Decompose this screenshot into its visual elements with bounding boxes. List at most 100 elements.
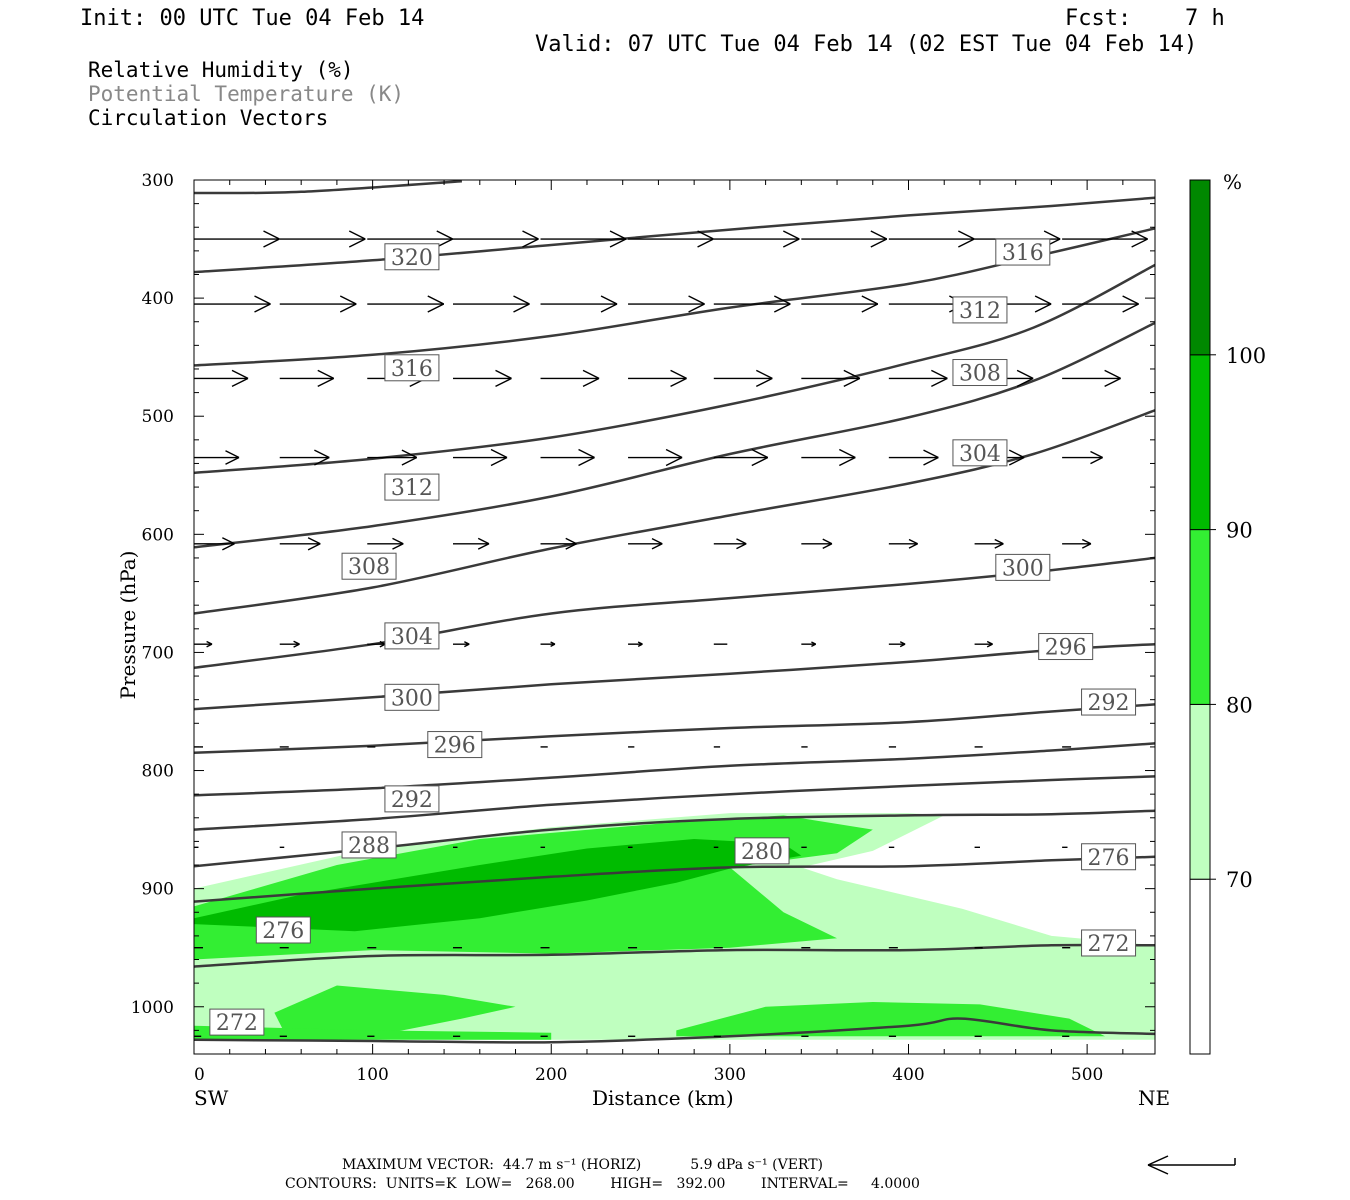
circulation-vector xyxy=(801,641,817,647)
plot-frame xyxy=(193,179,1156,1055)
legend-circulation-vectors: Circulation Vectors xyxy=(88,106,329,130)
circulation-vector xyxy=(367,640,386,648)
svg-text:292: 292 xyxy=(391,788,433,813)
circulation-vector xyxy=(888,369,948,388)
svg-text:308: 308 xyxy=(959,362,1001,387)
circulation-vector xyxy=(453,448,508,467)
circulation-vector xyxy=(1062,369,1121,388)
rh-region-90-100-5 xyxy=(194,839,802,932)
x-axis-title: Distance (km) xyxy=(592,1086,734,1110)
svg-text:296: 296 xyxy=(434,734,476,759)
contour-label-292: 292 xyxy=(384,785,440,813)
colorbar-level-label: 80 xyxy=(1226,693,1253,717)
circulation-vector xyxy=(801,230,888,248)
svg-text:316: 316 xyxy=(1002,241,1044,266)
contour-label-312: 312 xyxy=(384,473,440,501)
contour-label-316: 316 xyxy=(995,238,1051,266)
circulation-vector xyxy=(713,369,773,388)
colorbar-segment xyxy=(1189,878,1211,1055)
circulation-vector xyxy=(367,537,404,550)
y-tick-label: 1000 xyxy=(131,998,174,1018)
forecast-hour: 7 h xyxy=(1185,6,1225,31)
contour-label-304: 304 xyxy=(952,439,1008,467)
init-time: Init: 00 UTC Tue 04 Feb 14 xyxy=(80,6,425,31)
circulation-vector xyxy=(540,369,600,388)
legend-potential-temperature: Potential Temperature (K) xyxy=(88,82,405,106)
y-tick-label: 700 xyxy=(142,643,174,663)
circulation-vector xyxy=(279,640,300,648)
contour-label-300: 300 xyxy=(995,553,1051,581)
circulation-vector xyxy=(367,449,418,466)
theta-contour-304 xyxy=(194,409,1155,615)
x-tick-label: 400 xyxy=(892,1065,924,1085)
circulation-vector xyxy=(888,538,918,549)
circulation-vector xyxy=(628,230,714,248)
legend-relative-humidity: Relative Humidity (%) xyxy=(88,58,354,82)
svg-text:304: 304 xyxy=(391,625,433,650)
circulation-vector xyxy=(1062,450,1103,465)
colorbar-level-label: 100 xyxy=(1226,344,1266,368)
circulation-vector xyxy=(279,295,357,313)
svg-text:316: 316 xyxy=(391,357,433,382)
contour-label-276: 276 xyxy=(1081,843,1137,871)
contour-label-316: 316 xyxy=(384,354,440,382)
svg-text:276: 276 xyxy=(262,919,304,944)
contour-label-288: 288 xyxy=(341,831,397,859)
circulation-vector xyxy=(453,295,530,313)
sw-label: SW xyxy=(194,1086,229,1110)
contour-label-276: 276 xyxy=(255,916,311,944)
circulation-vector xyxy=(540,641,556,647)
circulation-vector xyxy=(279,369,335,388)
circulation-vector xyxy=(540,448,595,467)
rh-region-80-90-2 xyxy=(274,985,516,1037)
svg-text:276: 276 xyxy=(1088,846,1130,871)
circulation-vector xyxy=(1155,641,1175,647)
x-tick-label: 300 xyxy=(714,1065,746,1085)
y-tick-label: 900 xyxy=(142,880,174,900)
circulation-vector xyxy=(194,537,235,551)
circulation-vector xyxy=(1155,540,1182,548)
circulation-vector xyxy=(194,369,249,388)
x-tick-label: 100 xyxy=(356,1065,388,1085)
theta-contour-312 xyxy=(194,263,1155,475)
rh-region-80-90-3 xyxy=(676,1002,1105,1037)
y-tick-label: 400 xyxy=(142,289,174,309)
circulation-vector xyxy=(801,538,833,549)
circulation-vector xyxy=(713,538,747,550)
contour-label-320: 320 xyxy=(384,243,440,271)
circulation-vector xyxy=(367,295,445,313)
svg-text:280: 280 xyxy=(741,840,783,865)
svg-text:312: 312 xyxy=(391,476,433,501)
circulation-vector xyxy=(279,537,321,551)
contour-label-292: 292 xyxy=(1081,688,1137,716)
colorbar-unit: % xyxy=(1223,170,1243,194)
circulation-vector xyxy=(540,295,618,313)
colorbar: 70 80 90 100 xyxy=(1189,179,1266,1055)
colorbar-level-label: 90 xyxy=(1226,519,1253,543)
y-tick-label: 300 xyxy=(142,171,174,191)
contour-label-300: 300 xyxy=(384,683,440,711)
circulation-vector xyxy=(974,640,993,648)
svg-text:300: 300 xyxy=(1002,556,1044,581)
circulation-vector xyxy=(888,230,975,248)
axes: 300 400 500 600 700 800 900 1000 0 100 200 300 400 50… xyxy=(131,171,1155,1085)
svg-text:272: 272 xyxy=(216,1011,258,1036)
contour-label-308: 308 xyxy=(341,552,397,580)
circulation-vector xyxy=(801,369,861,388)
circulation-vector xyxy=(628,448,683,467)
colorbar-segment xyxy=(1189,354,1211,531)
circulation-vector xyxy=(888,449,939,466)
contour-label-296: 296 xyxy=(1038,633,1094,661)
circulation-vector xyxy=(888,641,906,648)
y-tick-label: 600 xyxy=(142,525,174,545)
circulation-vector xyxy=(628,295,705,313)
theta-contour-272 xyxy=(194,943,1155,968)
theta-contour-276 xyxy=(194,855,1155,903)
x-tick-label: 0 xyxy=(194,1065,205,1085)
circulation-vector xyxy=(194,450,240,465)
circulation-vector xyxy=(1062,295,1139,313)
circulation-vector xyxy=(713,448,769,467)
theta-contour-320 xyxy=(194,196,1155,274)
maximum-vector-note: MAXIMUM VECTOR: 44.7 m s⁻¹ (HORIZ) 5.9 d… xyxy=(342,1157,824,1173)
